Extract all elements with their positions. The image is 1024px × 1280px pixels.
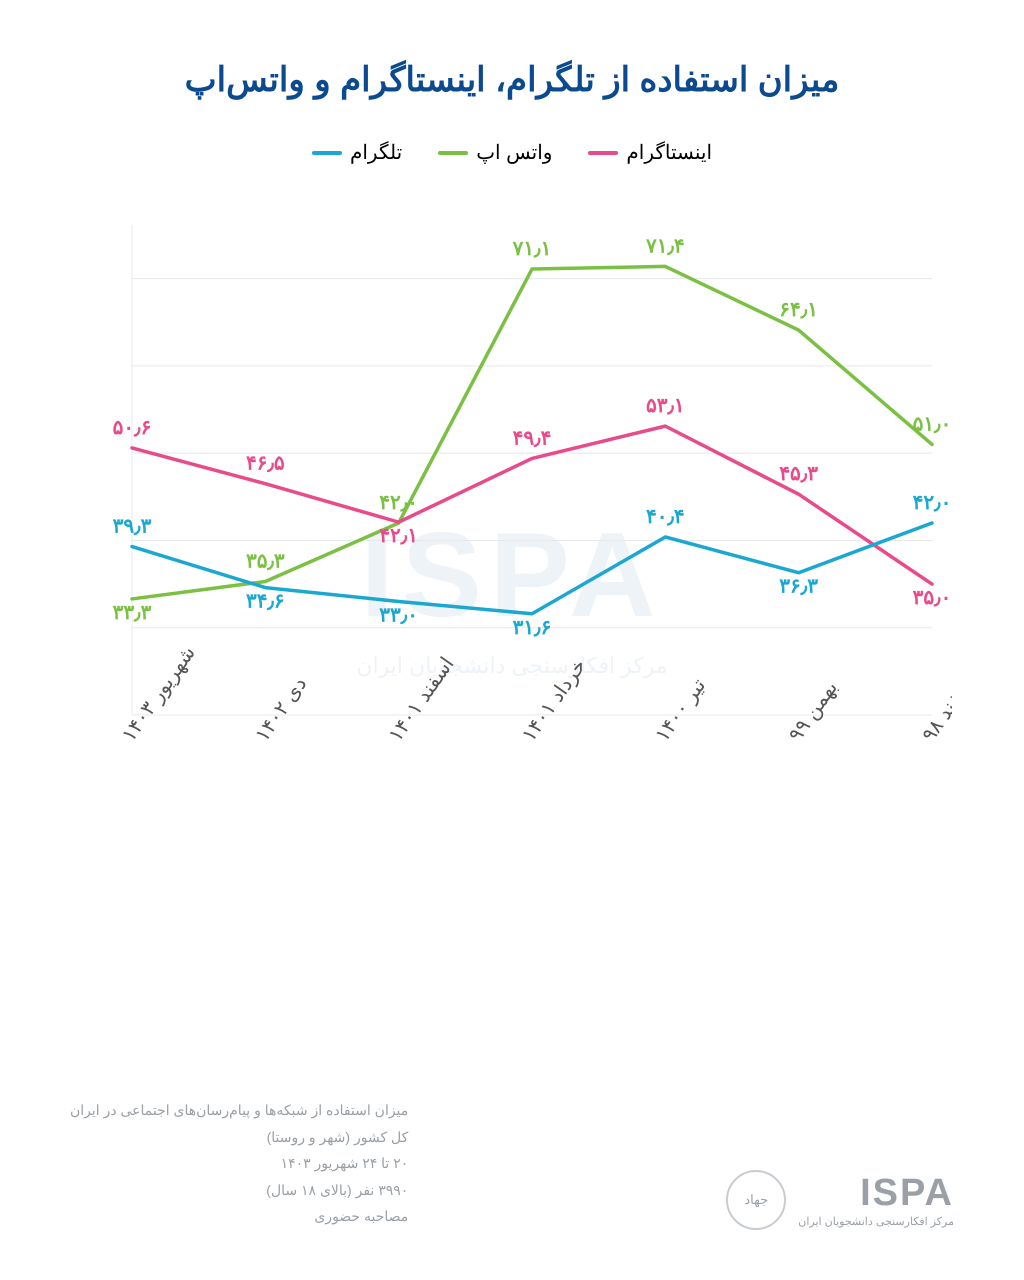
data-label-telegram: ۴۰٫۴ (646, 506, 685, 528)
logo-main-text: ISPA (798, 1172, 954, 1215)
data-label-whatsapp: ۷۱٫۴ (645, 235, 685, 257)
footer-logo: جهاد ISPA مرکز افکارسنجی دانشجویان ایران (726, 1170, 954, 1230)
data-label-telegram: ۳۹٫۳ (113, 516, 152, 538)
legend-swatch-whatsapp (438, 151, 468, 155)
x-tick-label: بهمن ۹۹ (785, 677, 842, 746)
legend-item-whatsapp: واتس اپ (438, 140, 552, 165)
x-tick-label: تیر ۱۴۰۰ (651, 675, 710, 746)
x-tick-label: خرداد ۱۴۰۱ (518, 655, 591, 746)
data-label-instagram: ۳۵٫۰ (913, 587, 952, 609)
data-label-telegram: ۳۴٫۶ (246, 591, 285, 613)
x-tick-label: شهریور ۱۴۰۳ (118, 642, 200, 746)
data-label-instagram: ۴۵٫۳ (779, 463, 818, 485)
data-label-telegram: ۳۳٫۰ (379, 605, 418, 627)
chart-area: ISPA مرکز افکارسنجی دانشجویان ایران ۲۰۳۰… (72, 195, 952, 955)
data-label-instagram: ۵۰٫۶ (113, 417, 152, 439)
x-tick-label: اسفند ۹۸ (918, 671, 952, 746)
x-tick-label: دی ۱۴۰۲ (251, 673, 311, 745)
line-chart: ۲۰۳۰۴۰۵۰۶۰۷۰اسفند ۹۸بهمن ۹۹تیر ۱۴۰۰خرداد… (72, 195, 952, 955)
data-label-whatsapp: ۶۴٫۱ (779, 299, 818, 321)
legend-item-telegram: تلگرام (312, 140, 402, 165)
legend-swatch-instagram (588, 151, 618, 155)
chart-title: میزان استفاده از تلگرام، اینستاگرام و وا… (0, 0, 1024, 140)
data-label-instagram: ۴۹٫۴ (513, 427, 552, 449)
data-label-telegram: ۴۲٫۰ (913, 492, 952, 514)
data-label-whatsapp: ۷۱٫۱ (512, 238, 552, 260)
legend: اینستاگرام واتس اپ تلگرام (0, 140, 1024, 165)
footer-line-3: ۲۰ تا ۲۴ شهریور ۱۴۰۳ (70, 1150, 408, 1177)
legend-label-whatsapp: واتس اپ (476, 140, 552, 165)
legend-label-telegram: تلگرام (350, 140, 402, 165)
legend-item-instagram: اینستاگرام (588, 140, 712, 165)
data-label-instagram: ۴۲٫۱ (379, 525, 418, 547)
data-label-telegram: ۳۶٫۳ (779, 576, 818, 598)
footer-line-5: مصاحبه حضوری (70, 1203, 408, 1230)
data-label-instagram: ۴۶٫۵ (246, 453, 285, 475)
footer-line-4: ۳۹۹۰ نفر (بالای ۱۸ سال) (70, 1177, 408, 1204)
data-label-whatsapp: ۳۳٫۳ (113, 602, 152, 624)
legend-label-instagram: اینستاگرام (626, 140, 712, 165)
logo-seal-icon: جهاد (726, 1170, 786, 1230)
data-label-telegram: ۳۱٫۶ (513, 617, 552, 639)
footer-line-2: کل کشور (شهر و روستا) (70, 1124, 408, 1151)
data-label-whatsapp: ۳۵٫۳ (246, 550, 285, 572)
footer-line-1: میزان استفاده از شبکه‌ها و پیام‌رسان‌های… (70, 1097, 408, 1124)
data-label-instagram: ۵۳٫۱ (646, 395, 685, 417)
data-label-whatsapp: ۴۲٫۰ (379, 492, 418, 514)
logo-sub-text: مرکز افکارسنجی دانشجویان ایران (798, 1215, 954, 1228)
data-label-whatsapp: ۵۱٫۰ (913, 413, 952, 435)
footer-notes: میزان استفاده از شبکه‌ها و پیام‌رسان‌های… (70, 1097, 408, 1230)
x-tick-label: اسفند ۱۴۰۱ (385, 653, 459, 745)
legend-swatch-telegram (312, 151, 342, 155)
